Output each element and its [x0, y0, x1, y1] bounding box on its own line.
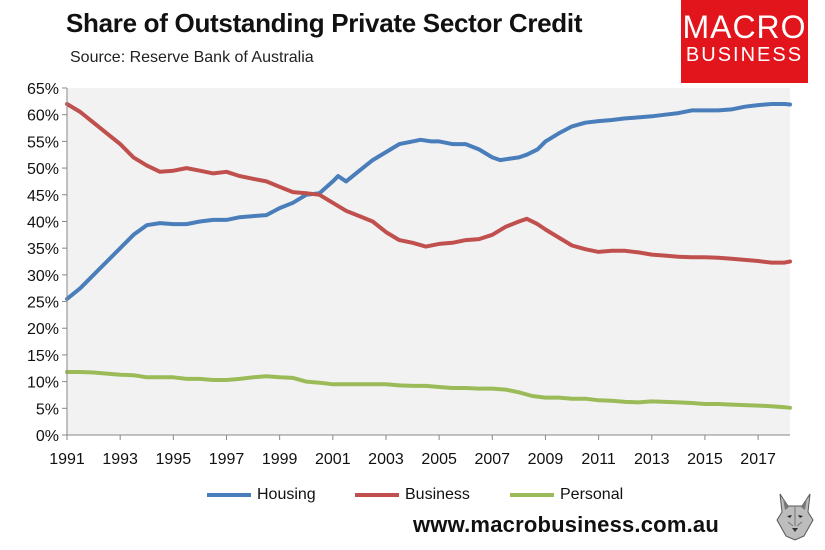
macrobusiness-logo[interactable]: MACRO BUSINESS: [681, 0, 808, 83]
x-tick-label: 1995: [156, 451, 192, 468]
legend-label-business: Business: [405, 486, 470, 503]
wolf-mascot-icon: [775, 490, 815, 542]
x-tick-label: 2005: [421, 451, 457, 468]
chart-subtitle: Source: Reserve Bank of Australia: [70, 49, 314, 66]
series-line-business[interactable]: [65, 102, 792, 265]
y-tick-label: 60%: [27, 108, 59, 125]
chart-legend: Housing Business Personal: [0, 486, 825, 506]
series-line-personal[interactable]: [65, 370, 792, 410]
x-tick-label: 1997: [209, 451, 245, 468]
website-url[interactable]: www.macrobusiness.com.au: [413, 512, 719, 537]
x-tick-label: 2017: [740, 451, 776, 468]
y-tick-label: 20%: [27, 321, 59, 338]
y-tick-label: 45%: [27, 188, 59, 205]
x-tick-label: 2003: [368, 451, 404, 468]
y-tick-label: 5%: [36, 401, 59, 418]
y-tick-label: 10%: [27, 375, 59, 392]
x-tick-label: 2001: [315, 451, 351, 468]
legend-swatch-business: [355, 493, 399, 497]
x-tick-label: 2013: [634, 451, 670, 468]
y-tick-label: 55%: [27, 134, 59, 151]
y-tick-label: 15%: [27, 348, 59, 365]
chart-title: Share of Outstanding Private Sector Cred…: [66, 8, 583, 38]
y-tick-label: 50%: [27, 161, 59, 178]
line-chart: 0% 5% 10% 15% 20% 25% 30% 35% 40% 45% 50% 55% 60% 65%…: [27, 81, 792, 468]
series-line-housing[interactable]: [65, 102, 792, 301]
x-tick-label: 2009: [528, 451, 564, 468]
y-tick-label: 40%: [27, 214, 59, 231]
x-tick-label: 2015: [687, 451, 723, 468]
y-tick-label: 0%: [36, 428, 59, 445]
legend-business[interactable]: Business: [355, 486, 470, 504]
logo-line-2: BUSINESS: [685, 44, 804, 66]
y-tick-label: 30%: [27, 268, 59, 285]
legend-swatch-personal: [510, 493, 554, 497]
x-tick-label: 1999: [262, 451, 298, 468]
logo-line-1: MACRO: [682, 9, 807, 45]
y-tick-label: 35%: [27, 241, 59, 258]
legend-housing[interactable]: Housing: [207, 486, 316, 504]
legend-swatch-housing: [207, 493, 251, 497]
x-tick-label: 1991: [49, 451, 85, 468]
legend-label-personal: Personal: [560, 486, 624, 503]
x-tick-label: 1993: [102, 451, 138, 468]
legend-label-housing: Housing: [257, 486, 316, 503]
x-tick-label: 2007: [474, 451, 510, 468]
y-tick-label: 65%: [27, 81, 59, 98]
y-tick-label: 25%: [27, 295, 59, 312]
legend-personal[interactable]: Personal: [510, 486, 623, 504]
x-tick-label: 2011: [581, 451, 616, 468]
